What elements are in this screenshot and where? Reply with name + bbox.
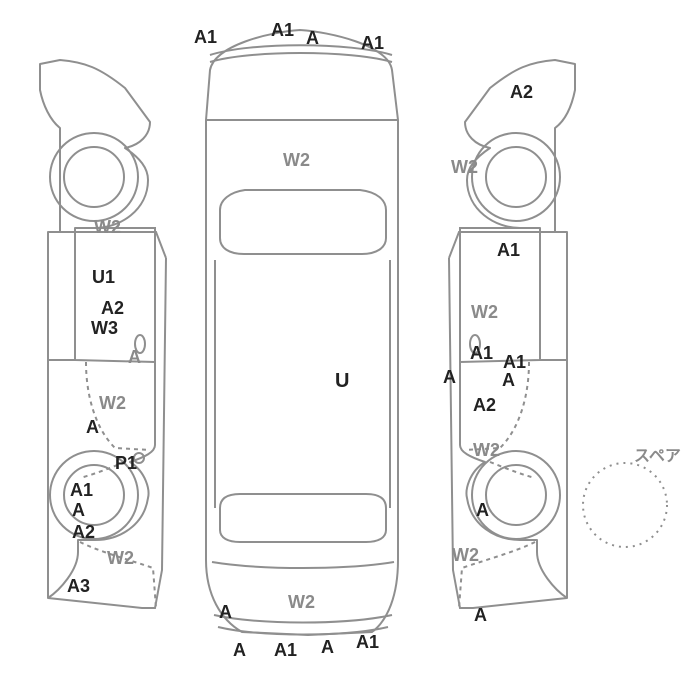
rear-window: [220, 494, 386, 542]
windshield: [220, 190, 386, 254]
car-diagram: [0, 0, 700, 700]
spare-tire: [583, 463, 667, 547]
left-side-outline: [40, 60, 155, 598]
